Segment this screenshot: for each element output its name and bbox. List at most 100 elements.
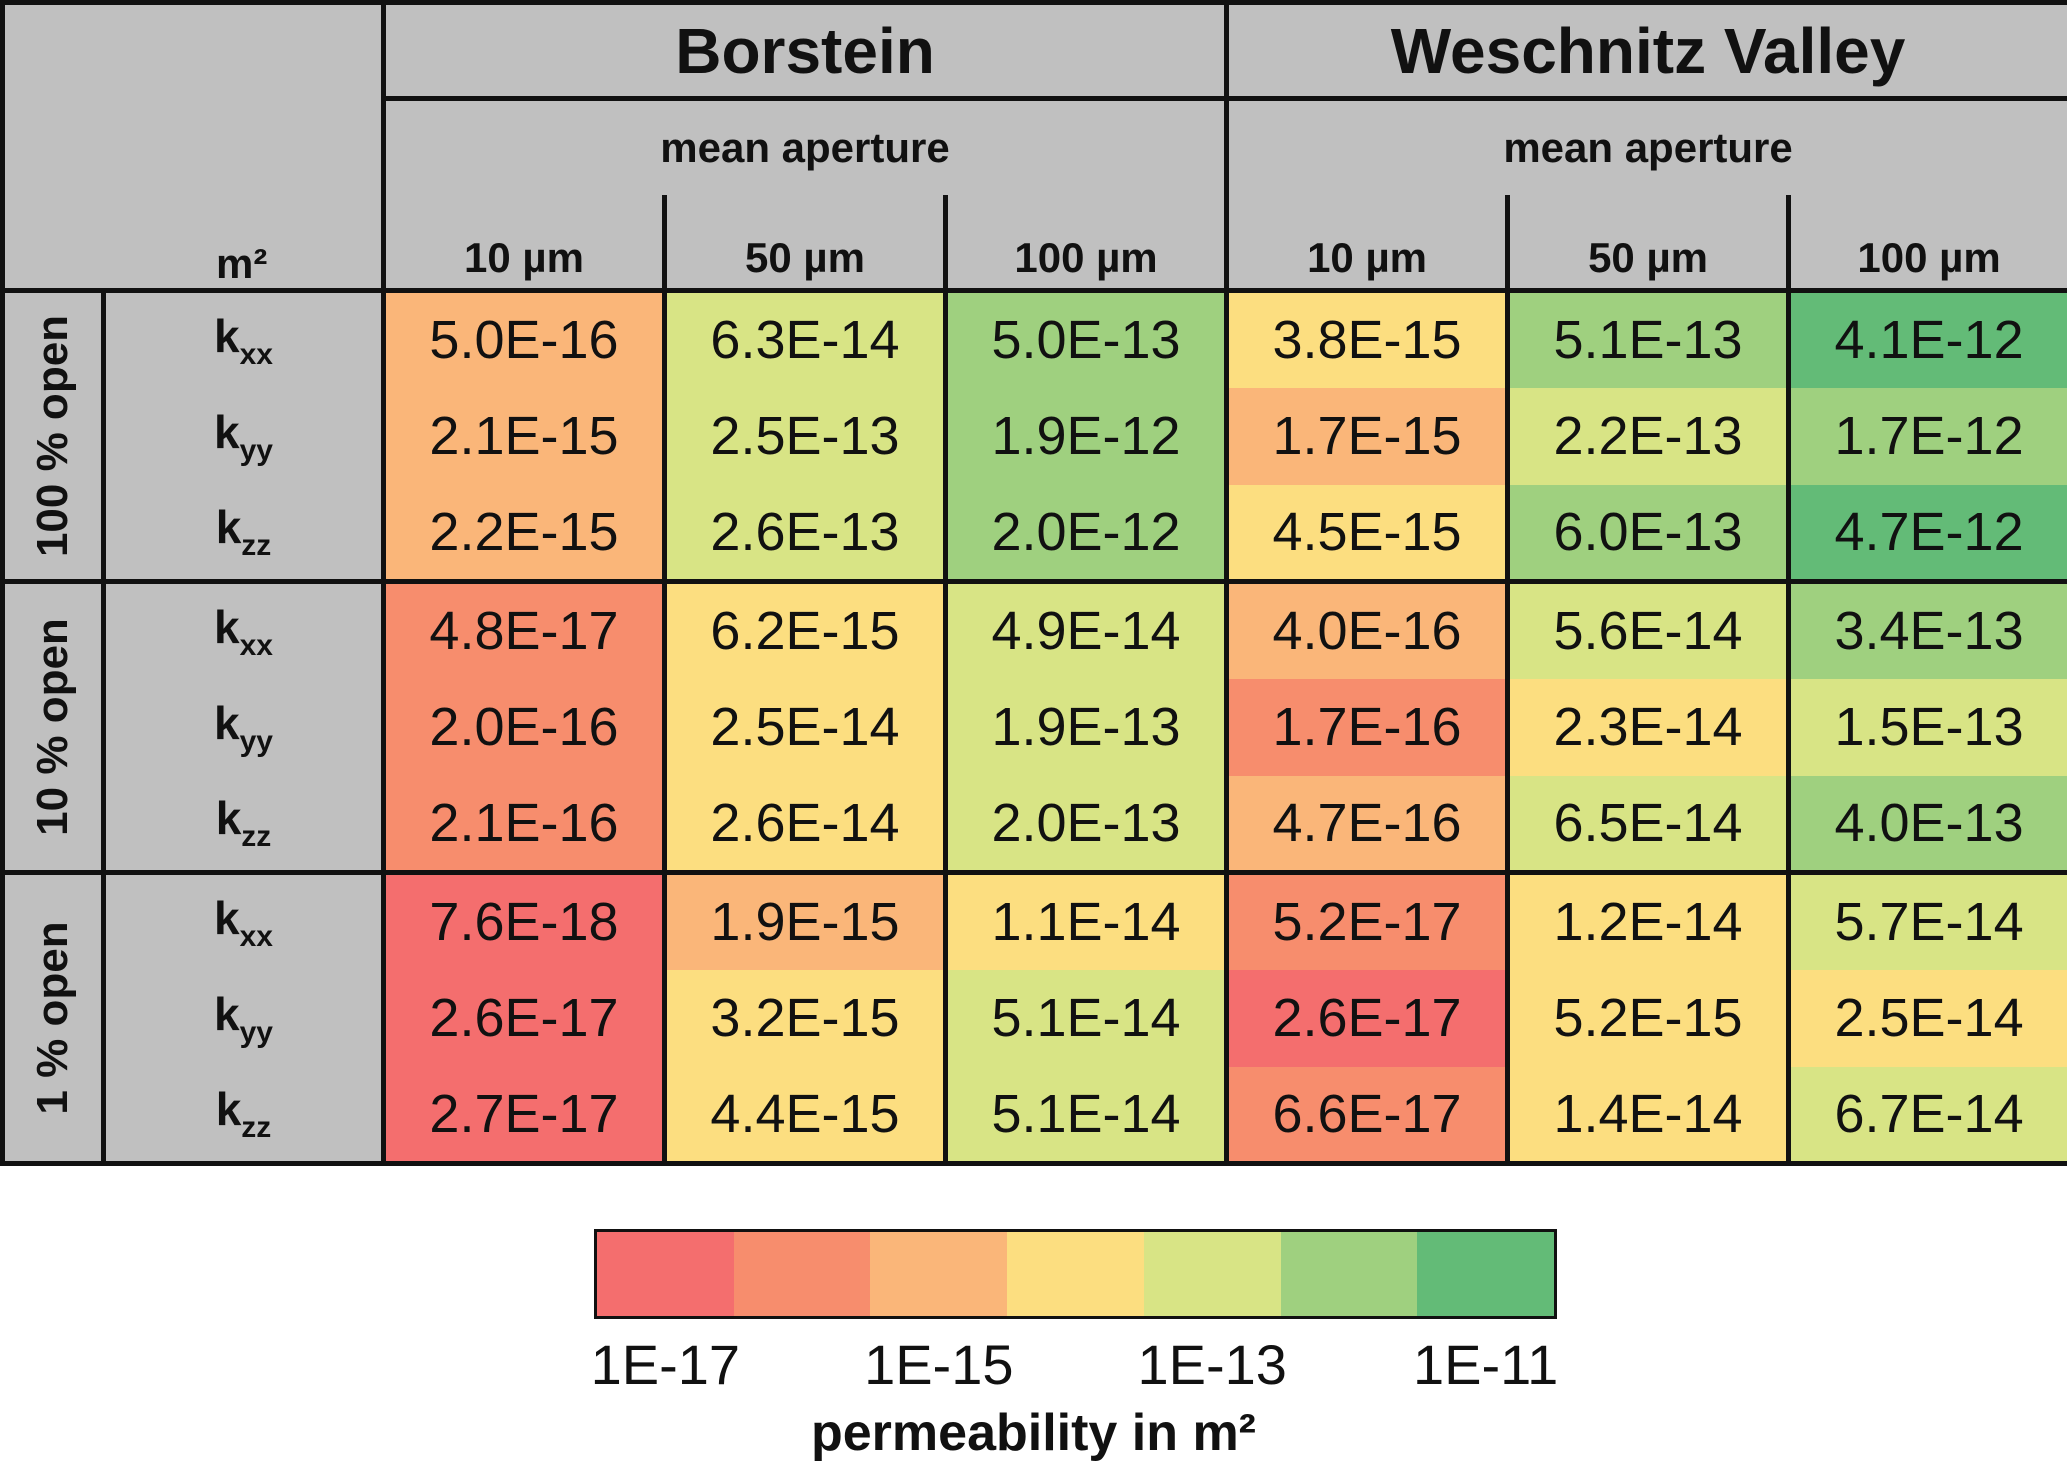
permeability-cell: 2.0E-12 xyxy=(942,484,1227,582)
component-base: k xyxy=(214,309,240,362)
aperture-group-header: mean aperture xyxy=(380,96,1227,195)
permeability-cell: 3.4E-13 xyxy=(1786,579,2067,679)
permeability-cell: 1.7E-16 xyxy=(1224,678,1508,776)
permeability-cell: 4.8E-17 xyxy=(381,579,665,679)
component-subscript: yy xyxy=(239,433,273,467)
legend-swatch xyxy=(1280,1232,1418,1316)
component-base: k xyxy=(214,696,240,749)
permeability-cell: 2.2E-13 xyxy=(1505,387,1789,485)
component-subscript: yy xyxy=(239,724,273,758)
case-label: 1 % open xyxy=(28,921,77,1115)
unit-label: m² xyxy=(216,240,268,287)
permeability-cell: 5.2E-17 xyxy=(1224,870,1508,970)
corner-header: m² xyxy=(0,0,384,291)
component-label: kyy xyxy=(101,969,384,1067)
permeability-cell: 2.3E-14 xyxy=(1505,678,1789,776)
component-subscript: xx xyxy=(239,337,273,371)
permeability-cell: 5.1E-14 xyxy=(942,1066,1227,1166)
aperture-column-header: 10 µm xyxy=(1224,194,1508,293)
component-base: k xyxy=(215,501,242,554)
permeability-cell: 1.9E-12 xyxy=(942,387,1227,485)
component-subscript: zz xyxy=(241,529,272,563)
site-header: Weschnitz Valley xyxy=(1224,0,2067,99)
permeability-cell: 1.9E-13 xyxy=(942,678,1227,776)
legend-swatch xyxy=(1143,1232,1281,1316)
case-label-cell: 100 % open xyxy=(0,288,104,582)
permeability-cell: 6.7E-14 xyxy=(1786,1066,2067,1166)
permeability-cell: 1.1E-14 xyxy=(942,870,1227,970)
permeability-cell: 1.2E-14 xyxy=(1505,870,1789,970)
legend-swatch xyxy=(870,1232,1008,1316)
component-label: kxx xyxy=(101,870,384,970)
permeability-cell: 2.1E-16 xyxy=(381,775,665,873)
colorbar-tick-label: 1E-13 xyxy=(1137,1333,1287,1396)
permeability-cell: 1.9E-15 xyxy=(662,870,946,970)
permeability-cell: 5.2E-15 xyxy=(1505,969,1789,1067)
permeability-cell: 4.0E-16 xyxy=(1224,579,1508,679)
component-base: k xyxy=(214,600,240,653)
permeability-cell: 5.1E-14 xyxy=(942,969,1227,1067)
colorbar xyxy=(594,1229,1557,1319)
component-label: kxx xyxy=(101,579,384,679)
permeability-cell: 4.1E-12 xyxy=(1786,288,2067,388)
colorbar-legend xyxy=(594,1229,1557,1319)
permeability-cell: 2.6E-14 xyxy=(662,775,946,873)
aperture-group-header: mean aperture xyxy=(1224,96,2067,195)
component-label: kyy xyxy=(101,678,384,776)
component-label: kzz xyxy=(101,775,384,873)
component-base: k xyxy=(215,1083,242,1136)
component-subscript: xx xyxy=(239,919,273,953)
component-label: kyy xyxy=(101,387,384,485)
component-subscript: zz xyxy=(241,1111,272,1145)
permeability-cell: 5.1E-13 xyxy=(1505,288,1789,388)
colorbar-tick-label: 1E-15 xyxy=(864,1333,1014,1396)
component-label: kzz xyxy=(101,1066,384,1166)
permeability-cell: 6.0E-13 xyxy=(1505,484,1789,582)
component-base: k xyxy=(214,987,240,1040)
permeability-cell: 2.5E-14 xyxy=(1786,969,2067,1067)
component-base: k xyxy=(214,891,240,944)
permeability-cell: 2.2E-15 xyxy=(381,484,665,582)
permeability-cell: 2.6E-17 xyxy=(1224,969,1508,1067)
case-label-cell: 1 % open xyxy=(0,870,104,1166)
aperture-column-header: 100 µm xyxy=(1786,194,2067,293)
permeability-cell: 5.7E-14 xyxy=(1786,870,2067,970)
aperture-column-header: 10 µm xyxy=(381,194,665,293)
case-label: 10 % open xyxy=(28,618,77,836)
permeability-cell: 2.0E-13 xyxy=(942,775,1227,873)
permeability-cell: 2.5E-13 xyxy=(662,387,946,485)
colorbar-tick-label: 1E-17 xyxy=(590,1333,741,1396)
aperture-column-header: 100 µm xyxy=(942,194,1227,293)
permeability-cell: 2.6E-17 xyxy=(381,969,665,1067)
colorbar-title: permeability in m² xyxy=(811,1404,1256,1462)
permeability-cell: 4.0E-13 xyxy=(1786,775,2067,873)
permeability-cell: 2.5E-14 xyxy=(662,678,946,776)
component-base: k xyxy=(214,405,240,458)
case-label: 100 % open xyxy=(28,314,77,558)
permeability-cell: 6.5E-14 xyxy=(1505,775,1789,873)
permeability-cell: 3.8E-15 xyxy=(1224,288,1508,388)
permeability-cell: 1.4E-14 xyxy=(1505,1066,1789,1166)
permeability-cell: 5.0E-13 xyxy=(942,288,1227,388)
permeability-cell: 7.6E-18 xyxy=(381,870,665,970)
legend-swatch xyxy=(597,1232,734,1316)
permeability-cell: 2.6E-13 xyxy=(662,484,946,582)
permeability-cell: 4.5E-15 xyxy=(1224,484,1508,582)
permeability-cell: 5.6E-14 xyxy=(1505,579,1789,679)
component-label: kxx xyxy=(101,288,384,388)
component-subscript: zz xyxy=(241,820,272,854)
component-base: k xyxy=(215,792,242,845)
case-label-cell: 10 % open xyxy=(0,579,104,873)
legend-swatch xyxy=(1007,1232,1144,1316)
aperture-column-header: 50 µm xyxy=(1505,194,1789,293)
component-subscript: xx xyxy=(239,628,273,662)
permeability-cell: 6.6E-17 xyxy=(1224,1066,1508,1166)
permeability-cell: 6.2E-15 xyxy=(662,579,946,679)
permeability-cell: 6.3E-14 xyxy=(662,288,946,388)
permeability-cell: 4.7E-16 xyxy=(1224,775,1508,873)
permeability-table: m² Borstein Weschnitz Valley mean aperture m… xyxy=(0,0,2067,1166)
colorbar-tick-label: 1E-11 xyxy=(1413,1333,1559,1396)
permeability-cell: 4.7E-12 xyxy=(1786,484,2067,582)
permeability-cell: 2.1E-15 xyxy=(381,387,665,485)
component-subscript: yy xyxy=(239,1015,273,1049)
